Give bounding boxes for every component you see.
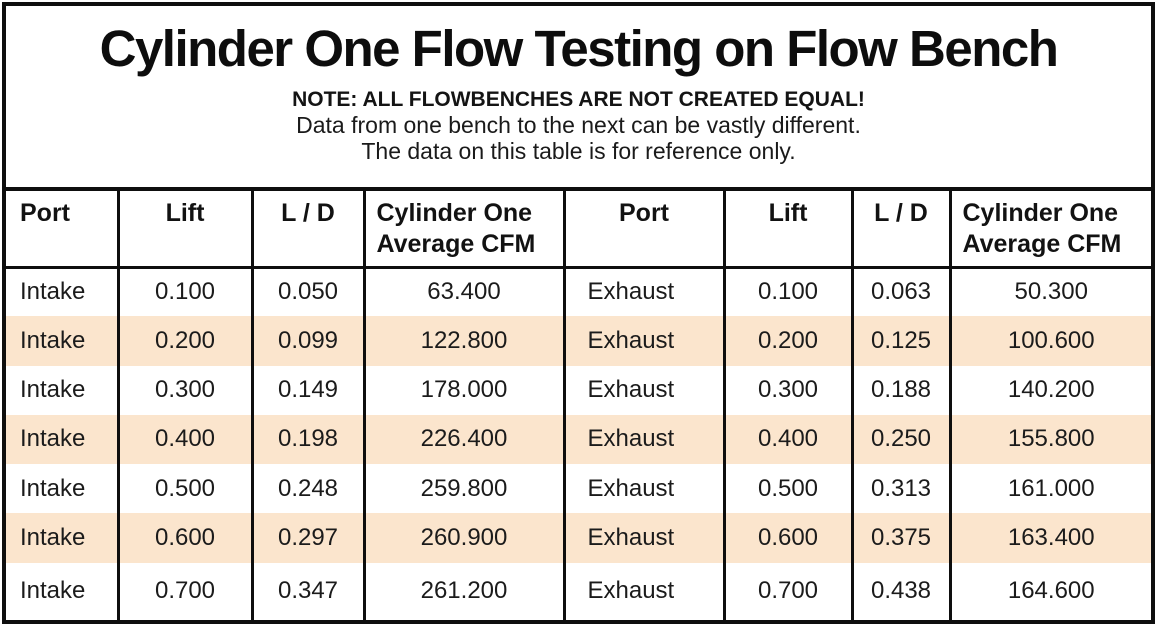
cell-ld: 0.125 xyxy=(852,316,952,366)
cell-ld: 0.063 xyxy=(852,267,952,317)
cell-ld: 0.347 xyxy=(252,562,366,620)
cell-lift: 0.600 xyxy=(724,513,854,563)
table-row: Intake 0.400 0.198 226.400 Exhaust 0.400… xyxy=(6,414,1151,464)
title-block: Cylinder One Flow Testing on Flow Bench … xyxy=(6,6,1151,187)
cell-lift: 0.500 xyxy=(724,464,854,514)
table-row: Intake 0.700 0.347 261.200 Exhaust 0.700… xyxy=(6,562,1151,620)
header-intake-port: Port xyxy=(6,189,120,269)
cell-port: Intake xyxy=(6,562,120,620)
cell-ld: 0.149 xyxy=(252,365,366,415)
cell-port: Exhaust xyxy=(564,316,726,366)
cell-port: Intake xyxy=(6,267,120,317)
cell-port: Intake xyxy=(6,365,120,415)
cell-port: Intake xyxy=(6,316,120,366)
cell-ld: 0.248 xyxy=(252,464,366,514)
header-exhaust-port: Port xyxy=(564,189,726,269)
cell-lift: 0.100 xyxy=(724,267,854,317)
cell-lift: 0.600 xyxy=(118,513,254,563)
note-line-3: The data on this table is for reference … xyxy=(361,137,796,164)
cell-ld: 0.438 xyxy=(852,562,952,620)
table-header-row: Port Lift L / D Cylinder One Average CFM… xyxy=(6,189,1151,269)
table-row: Intake 0.500 0.248 259.800 Exhaust 0.500… xyxy=(6,464,1151,514)
cell-port: Intake xyxy=(6,414,120,464)
cell-port: Exhaust xyxy=(564,414,726,464)
cell-lift: 0.400 xyxy=(118,414,254,464)
cell-ld: 0.050 xyxy=(252,267,366,317)
cell-cfm: 260.900 xyxy=(364,513,566,563)
note-line-1: NOTE: ALL FLOWBENCHES ARE NOT CREATED EQ… xyxy=(292,87,865,111)
cell-cfm: 63.400 xyxy=(364,267,566,317)
cell-cfm: 163.400 xyxy=(1007,523,1095,551)
cell-lift: 0.300 xyxy=(118,365,254,415)
cell-lift: 0.500 xyxy=(118,464,254,514)
cell-lift: 0.700 xyxy=(118,562,254,620)
cell-cfm: 259.800 xyxy=(364,464,566,514)
table-row: Intake 0.300 0.149 178.000 Exhaust 0.300… xyxy=(6,365,1151,415)
header-exhaust-avg-cfm: Cylinder One Average CFM xyxy=(950,189,1151,269)
cell-cfm: 50.300 xyxy=(1014,278,1088,306)
header-exhaust-lift: Lift xyxy=(724,189,854,269)
header-intake-avg-cfm: Cylinder One Average CFM xyxy=(364,189,566,269)
cell-port: Exhaust xyxy=(564,365,726,415)
table-row: Intake 0.100 0.050 63.400 Exhaust 0.100 … xyxy=(6,267,1151,317)
cell-ld: 0.188 xyxy=(852,365,952,415)
cell-port: Intake xyxy=(6,513,120,563)
cell-lift: 0.100 xyxy=(118,267,254,317)
cell-port: Exhaust xyxy=(564,267,726,317)
cell-cfm: 226.400 xyxy=(364,414,566,464)
table-row: Intake 0.200 0.099 122.800 Exhaust 0.200… xyxy=(6,316,1151,366)
cell-ld: 0.099 xyxy=(252,316,366,366)
cell-ld: 0.313 xyxy=(852,464,952,514)
table-row: Intake 0.600 0.297 260.900 Exhaust 0.600… xyxy=(6,513,1151,563)
note-line-2: Data from one bench to the next can be v… xyxy=(296,111,861,138)
cell-lift: 0.300 xyxy=(724,365,854,415)
flow-data-table: Port Lift L / D Cylinder One Average CFM… xyxy=(6,187,1151,620)
cell-port: Exhaust xyxy=(564,464,726,514)
header-intake-lift: Lift xyxy=(118,189,254,269)
cell-ld: 0.198 xyxy=(252,414,366,464)
cell-lift: 0.400 xyxy=(724,414,854,464)
cell-cfm: 261.200 xyxy=(364,562,566,620)
cell-ld: 0.250 xyxy=(852,414,952,464)
cell-lift: 0.200 xyxy=(724,316,854,366)
cell-port: Intake xyxy=(6,464,120,514)
page-title: Cylinder One Flow Testing on Flow Bench xyxy=(99,20,1059,77)
cell-cfm: 155.800 xyxy=(1007,425,1095,453)
cell-cfm: 122.800 xyxy=(364,316,566,366)
cell-port: Exhaust xyxy=(564,513,726,563)
cell-port: Exhaust xyxy=(564,562,726,620)
header-intake-ld: L / D xyxy=(252,189,366,269)
cell-lift: 0.200 xyxy=(118,316,254,366)
cell-ld: 0.375 xyxy=(852,513,952,563)
header-exhaust-ld: L / D xyxy=(852,189,952,269)
cell-cfm: 178.000 xyxy=(364,365,566,415)
cell-cfm: 161.000 xyxy=(1007,474,1095,502)
cell-cfm: 100.600 xyxy=(1007,326,1095,354)
cell-cfm: 140.200 xyxy=(1007,376,1095,404)
cell-lift: 0.700 xyxy=(724,562,854,620)
cell-ld: 0.297 xyxy=(252,513,366,563)
cell-cfm: 164.600 xyxy=(1007,577,1095,605)
